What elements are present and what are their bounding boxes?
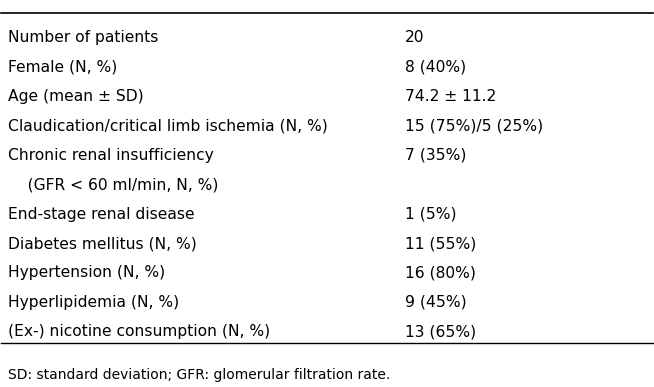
Text: 20: 20 [405, 30, 424, 45]
Text: (GFR < 60 ml/min, N, %): (GFR < 60 ml/min, N, %) [8, 177, 218, 192]
Text: 16 (80%): 16 (80%) [405, 265, 476, 281]
Text: 9 (45%): 9 (45%) [405, 295, 467, 310]
Text: (Ex-) nicotine consumption (N, %): (Ex-) nicotine consumption (N, %) [8, 324, 270, 339]
Text: End-stage renal disease: End-stage renal disease [8, 207, 194, 222]
Text: 1 (5%): 1 (5%) [405, 207, 456, 222]
Text: Female (N, %): Female (N, %) [8, 60, 117, 74]
Text: 13 (65%): 13 (65%) [405, 324, 476, 339]
Text: Number of patients: Number of patients [8, 30, 158, 45]
Text: 7 (35%): 7 (35%) [405, 148, 466, 163]
Text: Age (mean ± SD): Age (mean ± SD) [8, 89, 143, 104]
Text: 15 (75%)/5 (25%): 15 (75%)/5 (25%) [405, 118, 543, 134]
Text: Claudication/critical limb ischemia (N, %): Claudication/critical limb ischemia (N, … [8, 118, 328, 134]
Text: 8 (40%): 8 (40%) [405, 60, 466, 74]
Text: Hypertension (N, %): Hypertension (N, %) [8, 265, 165, 281]
Text: Chronic renal insufficiency: Chronic renal insufficiency [8, 148, 214, 163]
Text: Hyperlipidemia (N, %): Hyperlipidemia (N, %) [8, 295, 179, 310]
Text: Diabetes mellitus (N, %): Diabetes mellitus (N, %) [8, 236, 197, 251]
Text: 74.2 ± 11.2: 74.2 ± 11.2 [405, 89, 496, 104]
Text: 11 (55%): 11 (55%) [405, 236, 476, 251]
Text: SD: standard deviation; GFR: glomerular filtration rate.: SD: standard deviation; GFR: glomerular … [8, 368, 390, 382]
